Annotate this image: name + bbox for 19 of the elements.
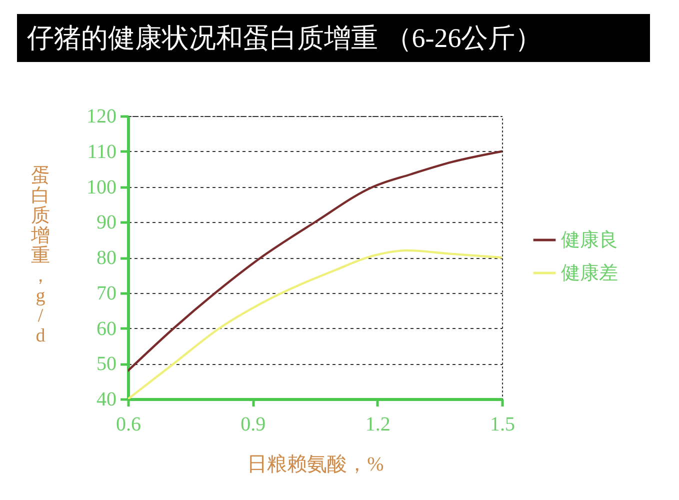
- x-axis-title: 日粮赖氨酸，%: [247, 454, 384, 476]
- y-tick-label: 120: [86, 106, 116, 128]
- y-tick-label: 100: [86, 176, 116, 198]
- y-tick-label: 40: [96, 388, 116, 410]
- x-tick-label: 0.9: [240, 414, 266, 436]
- legend-label: 健康良: [561, 229, 618, 251]
- line-series: [128, 150, 502, 372]
- text: 蛋白质增重，g/d: [31, 166, 50, 346]
- y-tick-label: 90: [96, 212, 116, 234]
- legend-label: 健康差: [561, 262, 618, 284]
- chart-title: 仔猪的健康状况和蛋白质增重 （6-26公斤）: [17, 14, 650, 62]
- x-tick-label: 1.5: [490, 414, 515, 436]
- y-tick-label: 50: [96, 353, 116, 376]
- x-tick-label: 1.2: [365, 414, 390, 436]
- y-tick-label: 60: [96, 318, 116, 340]
- x-tick-label: 0.6: [116, 414, 141, 436]
- y-tick-label: 80: [96, 247, 116, 269]
- y-tick-label: 110: [87, 140, 116, 163]
- y-tick-label: 70: [96, 282, 116, 304]
